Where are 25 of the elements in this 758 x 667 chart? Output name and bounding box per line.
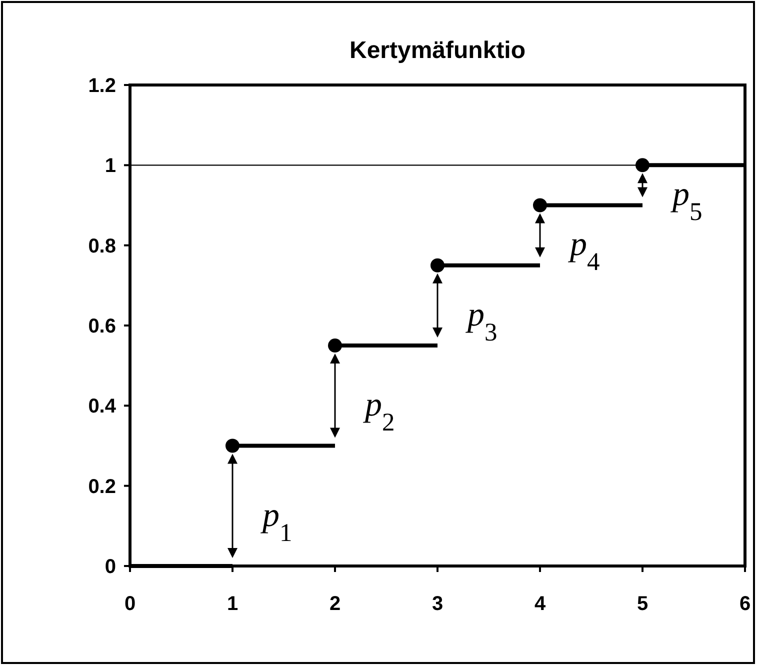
y-tick-label: 0.6 xyxy=(88,316,116,338)
x-tick-label: 0 xyxy=(124,593,136,615)
point xyxy=(430,258,444,272)
y-tick-label: 0.4 xyxy=(88,396,117,418)
chart-title: Kertymäfunktio xyxy=(349,37,526,64)
y-tick-label: 0.8 xyxy=(88,235,116,258)
x-tick-label: 4 xyxy=(534,593,546,615)
y-tick-label: 1 xyxy=(104,155,116,178)
point xyxy=(533,198,547,212)
annotation: p$_{3}$ xyxy=(466,296,498,346)
x-tick-label: 5 xyxy=(636,593,648,615)
annotation: p$_{1}$ xyxy=(260,496,292,546)
y-tick-label: 1.2 xyxy=(88,75,116,97)
annotation: p$_{5}$ xyxy=(670,176,702,226)
x-tick-label: 2 xyxy=(329,593,341,615)
x-tick-label: 6 xyxy=(739,593,751,615)
y-tick-label: 0 xyxy=(104,556,116,578)
point xyxy=(328,338,342,353)
annotation: p$_{2}$ xyxy=(363,386,395,436)
x-tick-label: 1 xyxy=(226,593,238,615)
y-tick-label: 0.2 xyxy=(88,476,116,498)
annotation: p$_{4}$ xyxy=(568,226,600,276)
point xyxy=(636,158,650,172)
x-tick-label: 3 xyxy=(432,593,444,615)
point xyxy=(226,438,240,453)
